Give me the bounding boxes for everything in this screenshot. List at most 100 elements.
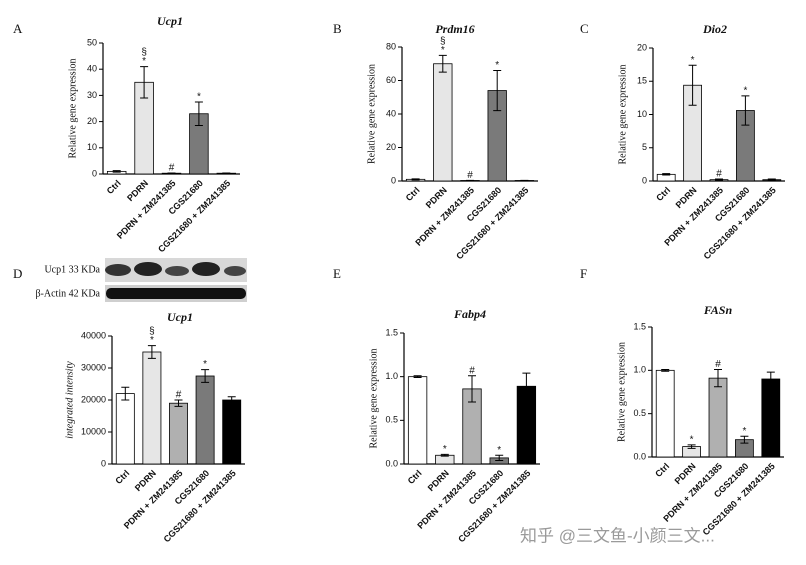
significance-marker: * bbox=[150, 335, 154, 346]
y-axis-label: Relative gene expression bbox=[67, 59, 78, 159]
significance-marker: * bbox=[197, 92, 201, 103]
error-bar bbox=[438, 54, 447, 73]
y-tick-label: 0.5 bbox=[385, 415, 398, 425]
y-axis-label: integrated intensity bbox=[64, 361, 75, 439]
y-axis-label: Relative gene expression bbox=[368, 349, 379, 449]
y-axis-label: Relative gene expression bbox=[366, 64, 377, 164]
error-bar bbox=[227, 396, 236, 404]
error-bar bbox=[201, 369, 210, 383]
significance-marker: # bbox=[715, 359, 721, 370]
y-tick-label: 40 bbox=[87, 64, 97, 74]
significance-marker: * bbox=[497, 445, 501, 456]
significance-marker: * bbox=[691, 55, 695, 66]
chart-title: FASn bbox=[703, 303, 733, 317]
error-bar bbox=[766, 371, 775, 387]
bar bbox=[169, 402, 188, 465]
y-tick-label: 1.0 bbox=[633, 365, 646, 375]
y-tick-label: 10 bbox=[637, 109, 647, 119]
significance-marker: # bbox=[169, 163, 175, 174]
significance-marker: § bbox=[440, 36, 446, 47]
y-tick-label: 0 bbox=[101, 458, 106, 468]
significance-marker: § bbox=[149, 326, 155, 337]
error-bar bbox=[495, 454, 504, 462]
error-bar bbox=[140, 66, 149, 99]
y-tick-label: 40000 bbox=[81, 330, 106, 340]
error-bar bbox=[468, 375, 476, 403]
error-bar bbox=[167, 172, 176, 174]
y-tick-label: 30000 bbox=[81, 362, 106, 372]
y-tick-label: 20 bbox=[87, 116, 97, 126]
y-tick-label: 30 bbox=[87, 90, 97, 100]
y-tick-label: 1.5 bbox=[385, 327, 398, 337]
panel-letter: E bbox=[333, 266, 341, 281]
significance-marker: * bbox=[142, 56, 146, 67]
y-tick-label: 10000 bbox=[81, 426, 106, 436]
error-bar bbox=[714, 368, 722, 388]
error-bar bbox=[194, 101, 203, 127]
error-bar bbox=[661, 368, 670, 372]
y-tick-label: 10 bbox=[87, 142, 97, 152]
chart-title: Fabp4 bbox=[453, 307, 486, 321]
significance-marker: # bbox=[467, 170, 473, 181]
y-tick-label: 0 bbox=[92, 168, 97, 178]
y-tick-label: 60 bbox=[386, 75, 396, 85]
y-tick-label: 0.0 bbox=[385, 458, 398, 468]
bar bbox=[142, 351, 162, 465]
y-tick-label: 80 bbox=[386, 41, 396, 51]
y-axis-label: Relative gene expression bbox=[616, 342, 627, 442]
error-bar bbox=[662, 173, 671, 176]
error-bar bbox=[413, 375, 422, 379]
chart-title: Ucp1 bbox=[157, 14, 183, 28]
y-tick-label: 1.5 bbox=[633, 321, 646, 331]
significance-marker: § bbox=[141, 47, 147, 58]
error-bar bbox=[121, 386, 130, 401]
blot-label: Ucp1 33 KDa bbox=[44, 264, 100, 275]
y-axis-label: Relative gene expression bbox=[617, 65, 628, 165]
bar bbox=[195, 375, 215, 465]
y-tick-label: 20000 bbox=[81, 394, 106, 404]
significance-marker: * bbox=[742, 426, 746, 437]
error-bar bbox=[740, 435, 749, 444]
significance-marker: * bbox=[743, 86, 747, 97]
error-bar bbox=[715, 178, 723, 181]
error-bar bbox=[174, 399, 183, 407]
y-tick-label: 20 bbox=[386, 142, 396, 152]
y-tick-label: 15 bbox=[637, 76, 647, 86]
bar bbox=[115, 393, 135, 465]
significance-marker: * bbox=[203, 359, 207, 370]
error-bar bbox=[688, 64, 697, 106]
y-tick-label: 1.0 bbox=[385, 371, 398, 381]
error-bar bbox=[687, 444, 696, 449]
panel-letter: D bbox=[13, 266, 22, 281]
y-tick-label: 5 bbox=[642, 142, 647, 152]
error-bar bbox=[147, 345, 156, 359]
y-tick-label: 0.5 bbox=[633, 408, 646, 418]
error-bar bbox=[522, 372, 531, 400]
bar bbox=[761, 378, 781, 458]
panel-letter: B bbox=[333, 21, 342, 36]
significance-marker: * bbox=[495, 60, 499, 71]
significance-marker: # bbox=[469, 365, 475, 376]
y-tick-label: 0 bbox=[642, 175, 647, 185]
y-tick-label: 20 bbox=[637, 42, 647, 52]
error-bar bbox=[440, 453, 449, 457]
bar bbox=[708, 377, 728, 458]
panel-letter: A bbox=[13, 21, 23, 36]
chart-title: Ucp1 bbox=[167, 310, 193, 324]
chart-title: Dio2 bbox=[702, 22, 727, 36]
significance-marker: * bbox=[441, 45, 445, 56]
significance-marker: # bbox=[176, 390, 182, 401]
significance-marker: * bbox=[443, 444, 447, 455]
error-bar bbox=[411, 178, 420, 181]
y-tick-label: 0 bbox=[391, 175, 396, 185]
error-bar bbox=[767, 178, 776, 181]
y-tick-label: 0.0 bbox=[633, 451, 646, 461]
bar bbox=[222, 399, 242, 465]
watermark: 知乎 @三文鱼-小颜三文... bbox=[520, 526, 715, 545]
significance-marker: # bbox=[716, 169, 722, 180]
bar bbox=[655, 369, 675, 458]
error-bar bbox=[112, 170, 121, 173]
error-bar bbox=[493, 69, 502, 112]
